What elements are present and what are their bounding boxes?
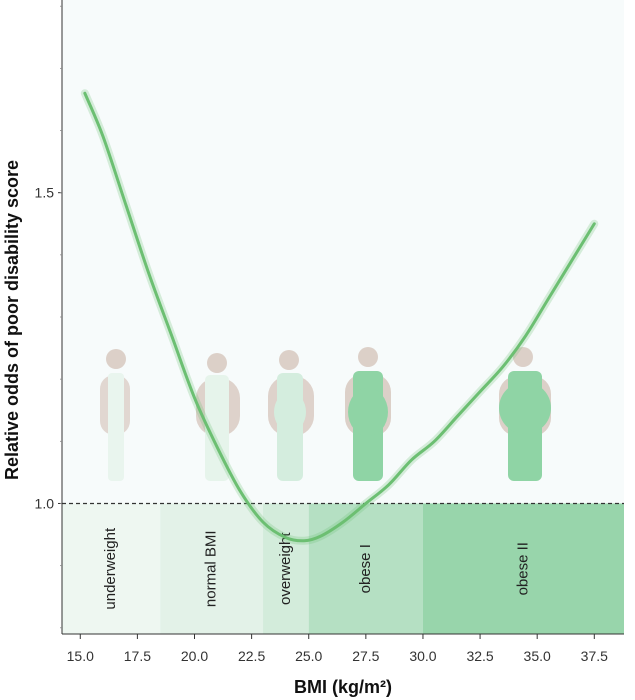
x-tick-label: 15.0 [67,648,94,664]
band-normal-bmi [160,503,264,634]
y-axis-ticks: 1.0 1.5 [35,5,62,629]
x-tick-label: 25.0 [295,648,322,664]
x-tick-label: 20.0 [181,648,208,664]
figure-normal-bmi [196,353,240,481]
x-tick-label: 37.5 [581,648,608,664]
band-obese-ii [422,503,624,634]
band-label-obese-ii: obese II [514,542,531,595]
band-label-normal-bmi: normal BMI [203,530,220,607]
figure-obese-i [345,347,391,481]
bmi-category-bands: underweight normal BMI overweight obese I ob… [62,503,624,634]
x-axis-ticks: 15.0 17.5 20.0 22.5 25.0 27.5 30.0 32.5 35.0 37.5 [67,634,608,664]
x-axis-title: BMI (kg/m²) [294,677,392,697]
body-shape-figures [100,347,551,481]
x-tick-label: 32.5 [466,648,493,664]
band-label-obese-i: obese I [357,544,374,593]
y-tick-label: 1.0 [35,495,55,511]
x-tick-label: 35.0 [524,648,551,664]
y-axis-title: Relative odds of poor disability score [2,160,22,480]
odds-curve-line [83,91,596,543]
y-tick-label: 1.5 [35,185,55,201]
band-label-overweight: overweight [277,532,294,605]
x-tick-label: 17.5 [124,648,151,664]
band-overweight [263,503,309,634]
x-tick-label: 22.5 [238,648,265,664]
figure-overweight [268,350,314,481]
figure-obese-ii [499,347,551,481]
band-underweight [62,503,161,634]
figure-underweight [100,349,130,481]
x-tick-label: 27.5 [352,648,379,664]
x-tick-label: 30.0 [409,648,436,664]
band-obese-i [308,503,423,634]
odds-curve [80,89,599,545]
band-label-underweight: underweight [102,527,119,610]
